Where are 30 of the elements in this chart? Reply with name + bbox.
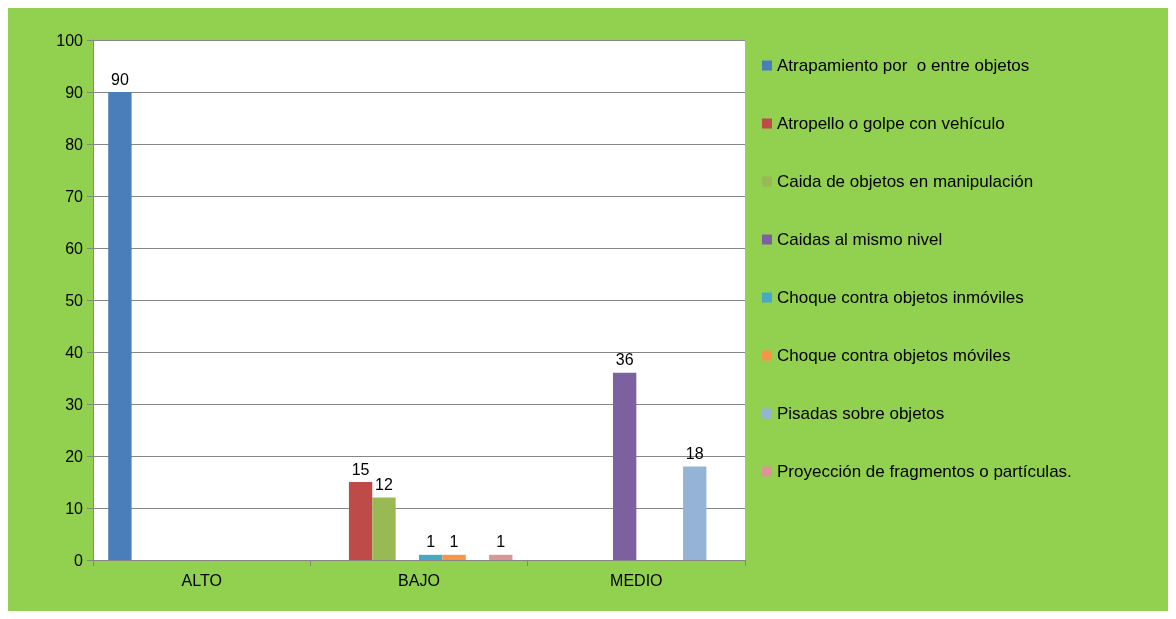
y-tick-label: 40 (65, 343, 84, 361)
y-tick-label: 30 (65, 395, 84, 413)
legend-label: Caidas al mismo nivel (777, 230, 943, 249)
data-label: 36 (615, 351, 634, 369)
y-tick-label: 10 (65, 499, 84, 517)
y-tick-label: 100 (56, 31, 84, 49)
legend-label: Atropello o golpe con vehículo (777, 114, 1005, 133)
legend-label: Caida de objetos en manipulación (777, 172, 1034, 191)
data-label: 90 (111, 70, 129, 88)
y-tick-label: 80 (65, 135, 84, 153)
y-tick-label: 60 (65, 239, 84, 257)
x-tick-label: ALTO (181, 571, 222, 589)
data-label: 15 (351, 460, 370, 478)
legend-label: Choque contra objetos móviles (777, 346, 1011, 365)
y-tick-label: 0 (74, 551, 84, 569)
data-label: 1 (449, 533, 459, 551)
data-label: 1 (496, 533, 506, 551)
y-tick-label: 90 (65, 83, 84, 101)
y-tick-label: 70 (65, 187, 84, 205)
data-label: 1 (426, 533, 436, 551)
data-label: 18 (685, 444, 704, 462)
y-tick-label: 20 (65, 447, 84, 465)
legend-label: Atrapamiento por o entre objetos (777, 56, 1030, 75)
legend-label: Choque contra objetos inmóviles (777, 288, 1024, 307)
legend-label: Proyección de fragmentos o partículas. (777, 462, 1072, 481)
x-tick-label: MEDIO (610, 571, 663, 589)
x-tick-label: BAJO (398, 571, 440, 589)
y-tick-label: 50 (65, 291, 84, 309)
data-label: 12 (375, 476, 393, 494)
legend-label: Pisadas sobre objetos (777, 404, 945, 423)
